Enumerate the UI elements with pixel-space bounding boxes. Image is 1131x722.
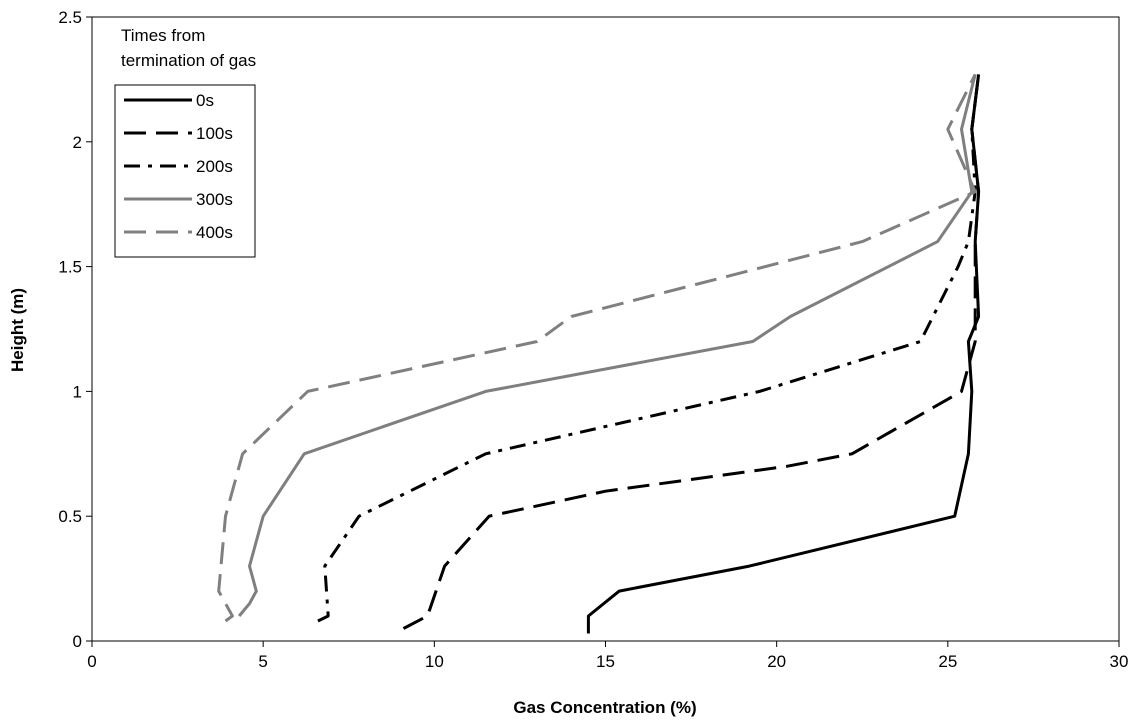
y-axis-title: Height (m) <box>8 288 27 372</box>
legend-label-0s: 0s <box>196 91 214 110</box>
y-tick-label: 1.5 <box>58 258 82 277</box>
x-tick-label: 0 <box>87 652 96 671</box>
axes: 0 5 10 15 20 25 30 0 0.5 1 1.5 2 2.5 <box>58 8 1128 671</box>
y-tick-label: 2.5 <box>58 8 82 27</box>
x-axis-title: Gas Concentration (%) <box>513 698 696 717</box>
x-tick-label: 20 <box>767 652 786 671</box>
series-layer <box>217 73 981 634</box>
legend-label-200s: 200s <box>196 157 233 176</box>
y-tick-label: 2 <box>73 133 82 152</box>
y-tick-label: 1 <box>73 382 82 401</box>
legend-title-line2: termination of gas <box>121 51 256 70</box>
legend-title-line1: Times from <box>121 26 205 45</box>
series-line-100s <box>402 74 981 630</box>
legend-label-100s: 100s <box>196 124 233 143</box>
legend-box <box>114 84 256 258</box>
y-tick-label: 0.5 <box>58 507 82 526</box>
y-tick-label: 0 <box>73 632 82 651</box>
x-tick-label: 30 <box>1110 652 1129 671</box>
legend-items: 0s 100s 200s 300s 400s <box>124 91 233 242</box>
legend: Times from termination of gas 0s 100s 200s… <box>114 26 256 258</box>
x-tick-label: 15 <box>596 652 615 671</box>
x-tick-label: 10 <box>425 652 444 671</box>
x-tick-label: 25 <box>938 652 957 671</box>
legend-label-300s: 300s <box>196 190 233 209</box>
plot-area <box>91 16 1120 642</box>
series-line-400s <box>217 73 977 623</box>
legend-label-400s: 400s <box>196 223 233 242</box>
x-tick-label: 5 <box>258 652 267 671</box>
